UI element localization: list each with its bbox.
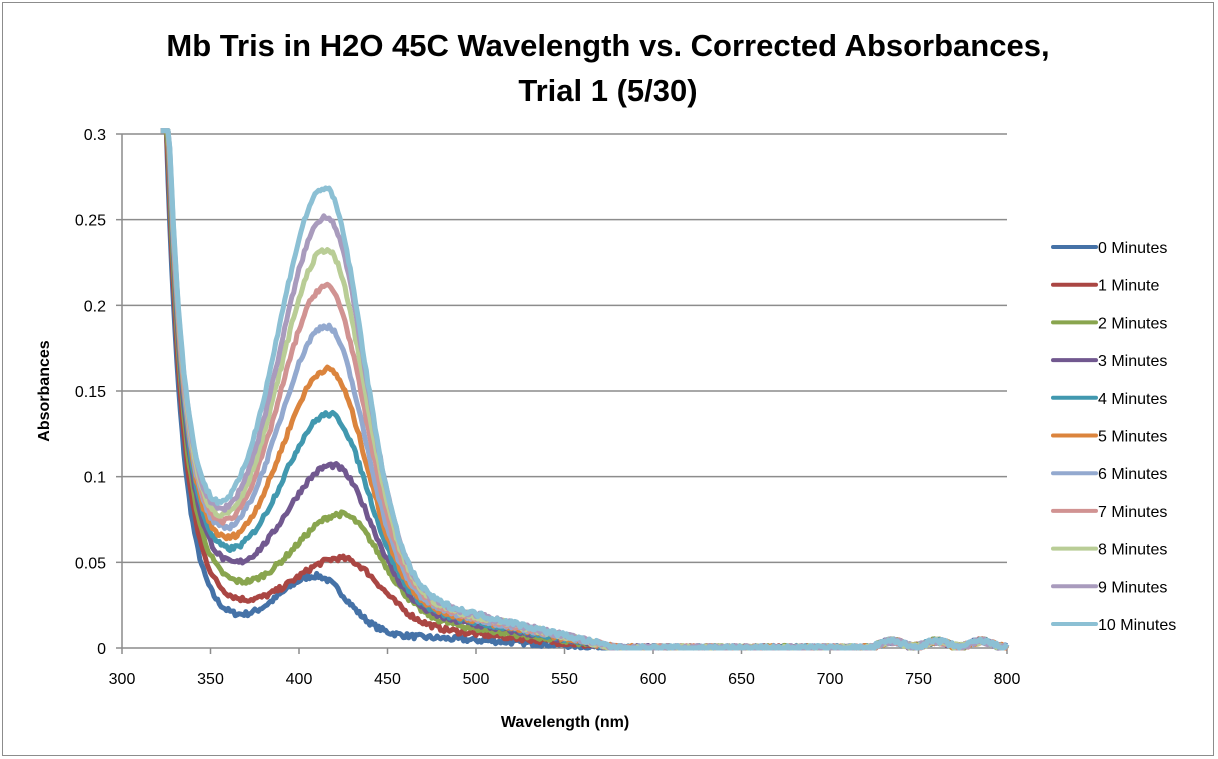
legend-label-3: 3 Minutes bbox=[1098, 353, 1167, 370]
legend-label-0: 0 Minutes bbox=[1098, 240, 1167, 257]
legend-label-5: 5 Minutes bbox=[1098, 429, 1167, 446]
y-tick-label: 0.05 bbox=[75, 555, 106, 572]
x-tick-label: 350 bbox=[197, 671, 224, 688]
series-line-3 bbox=[160, 128, 1010, 651]
chart-title-line-2: Trial 1 (5/30) bbox=[518, 73, 697, 108]
series-line-6 bbox=[160, 128, 1009, 651]
y-tick-label: 0.3 bbox=[84, 127, 106, 144]
series-line-7 bbox=[160, 128, 1008, 651]
y-tick-labels: 0 0.05 0.1 0.15 0.2 0.25 0.3 bbox=[75, 127, 106, 658]
series-line-5 bbox=[160, 128, 1010, 651]
legend-label-4: 4 Minutes bbox=[1098, 391, 1167, 408]
series-group bbox=[160, 128, 1010, 651]
legend-label-6: 6 Minutes bbox=[1098, 466, 1167, 483]
x-tick-label: 400 bbox=[286, 671, 313, 688]
series-line-1 bbox=[160, 128, 1008, 651]
series-line-0 bbox=[160, 128, 1008, 651]
x-tick-label: 550 bbox=[551, 671, 578, 688]
y-tick-label: 0.15 bbox=[75, 384, 106, 401]
x-tick-label: 750 bbox=[905, 671, 932, 688]
x-tick-label: 700 bbox=[817, 671, 844, 688]
legend-label-9: 9 Minutes bbox=[1098, 579, 1167, 596]
series-line-10 bbox=[160, 128, 1010, 651]
x-tick-label: 650 bbox=[728, 671, 755, 688]
series-line-9 bbox=[160, 128, 1010, 651]
x-tick-label: 450 bbox=[374, 671, 401, 688]
y-tick-label: 0.25 bbox=[75, 213, 106, 230]
legend-label-7: 7 Minutes bbox=[1098, 504, 1167, 521]
y-tick-label: 0.1 bbox=[84, 470, 106, 487]
x-tick-label: 300 bbox=[109, 671, 136, 688]
y-tick-label: 0.2 bbox=[84, 298, 106, 315]
x-tick-label: 800 bbox=[994, 671, 1021, 688]
series-line-2 bbox=[160, 128, 1009, 651]
axes bbox=[116, 133, 1008, 654]
series-line-8 bbox=[160, 128, 1009, 651]
legend-label-10: 10 Minutes bbox=[1098, 617, 1176, 634]
y-axis-title: Absorbances bbox=[36, 340, 53, 441]
x-axis-title: Wavelength (nm) bbox=[501, 714, 629, 731]
series-line-4 bbox=[160, 128, 1010, 651]
chart-title-line-1: Mb Tris in H2O 45C Wavelength vs. Correc… bbox=[166, 28, 1049, 63]
legend: 0 Minutes 1 Minute 2 Minutes 3 Minutes 4 Min… bbox=[1051, 240, 1176, 634]
y-tick-label: 0 bbox=[97, 641, 106, 658]
x-tick-label: 500 bbox=[463, 671, 490, 688]
legend-label-2: 2 Minutes bbox=[1098, 315, 1167, 332]
x-tick-label: 600 bbox=[640, 671, 667, 688]
legend-label-1: 1 Minute bbox=[1098, 278, 1159, 295]
legend-label-8: 8 Minutes bbox=[1098, 542, 1167, 559]
x-tick-labels: 300 350 400 450 500 550 600 650 700 750 800 bbox=[109, 671, 1021, 688]
